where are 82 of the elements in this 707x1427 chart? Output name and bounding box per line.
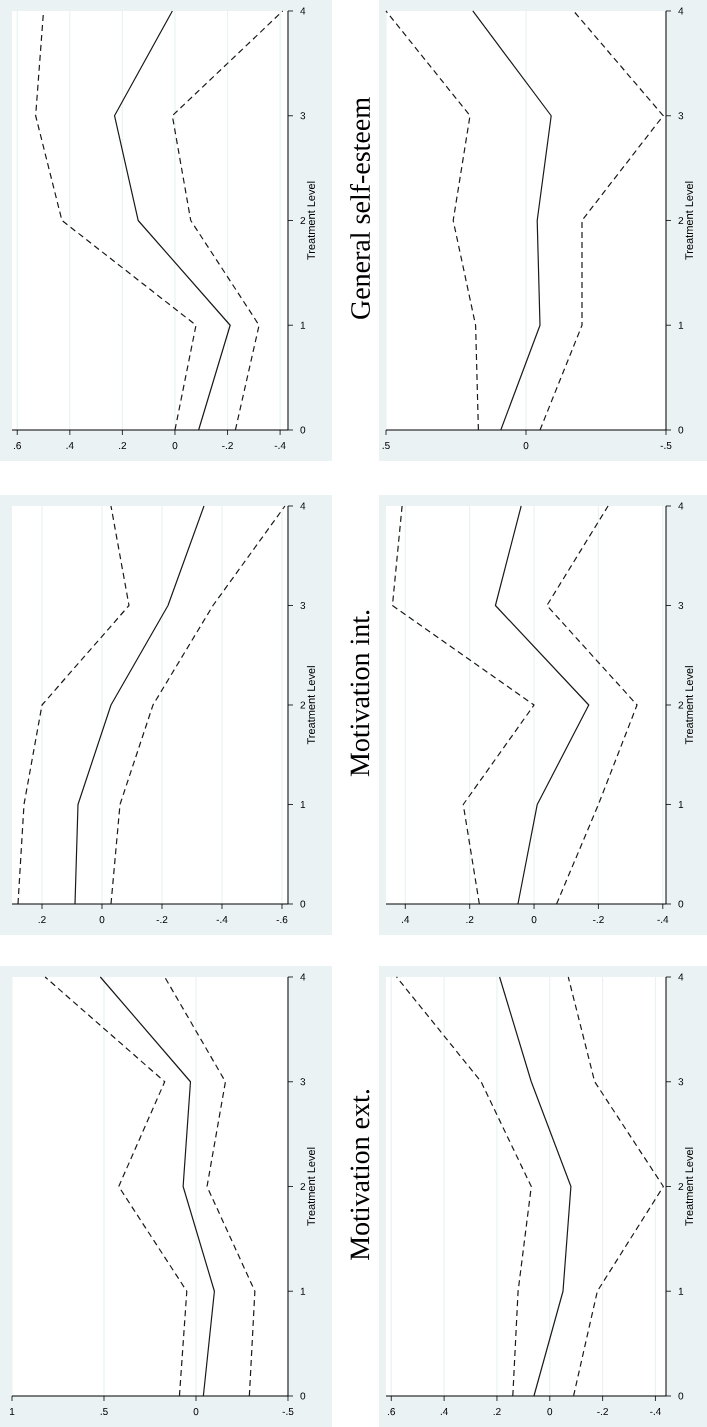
y-tick-label: 0	[678, 900, 684, 908]
x-tick-label: -.4	[274, 442, 286, 449]
y-tick-label: 4	[300, 502, 306, 510]
x-tick-label: .6	[388, 1408, 396, 1416]
y-tick-label: 2	[300, 216, 306, 224]
x-tick-label: .5	[100, 1408, 108, 1416]
line-series	[171, 10, 284, 431]
x-tick-label: 0	[99, 916, 105, 924]
x-tick-label: -.2	[156, 916, 168, 924]
y-tick-label: 0	[300, 900, 306, 908]
line-series	[74, 505, 205, 905]
x-tick-label: -.2	[222, 442, 233, 450]
y-tick-label: 3	[678, 1078, 684, 1086]
x-tick-label: 1	[9, 1408, 15, 1415]
y-tick-label: 2	[678, 701, 684, 709]
line-series	[472, 10, 552, 431]
line-series	[385, 10, 479, 431]
line-series	[17, 505, 130, 905]
x-tick-label: .5	[382, 442, 390, 450]
x-tick-label: .4	[66, 442, 74, 449]
text: General self-esteem	[349, 97, 370, 319]
y-tick-label: 2	[300, 701, 306, 709]
x-tick-label: -.5	[282, 1408, 294, 1416]
x-tick-label: 0	[193, 1408, 199, 1416]
y-tick-label: 3	[300, 1078, 306, 1086]
line-series	[99, 976, 215, 1397]
y-tick-label: 0	[300, 426, 306, 434]
line-series	[113, 10, 231, 431]
y-tick-label: 1	[678, 321, 684, 329]
x-tick-label: -.4	[657, 916, 669, 923]
x-tick-label: .2	[493, 1408, 501, 1416]
line-series	[494, 505, 590, 905]
y-tick-label: 1	[300, 801, 306, 808]
x-tick-label: 0	[531, 916, 537, 924]
y-tick-label: 1	[678, 801, 684, 808]
text: Motivation ext.	[350, 1090, 370, 1260]
y-axis-title: Treatment Level	[306, 181, 316, 260]
y-tick-label: 2	[300, 1182, 306, 1190]
y-tick-label: 4	[300, 7, 306, 15]
x-tick-label: .6	[13, 442, 21, 450]
line-series	[395, 976, 532, 1397]
y-tick-label: 4	[678, 502, 684, 510]
line-series	[164, 976, 256, 1397]
x-tick-label: .2	[466, 916, 474, 924]
y-tick-label: 1	[300, 321, 306, 329]
x-tick-label: -.5	[660, 442, 672, 450]
x-tick-label: 0	[523, 442, 529, 450]
y-tick-label: 0	[678, 1392, 684, 1400]
x-tick-label: .4	[440, 1408, 448, 1415]
line-series	[546, 505, 638, 905]
x-tick-label: .2	[38, 916, 46, 924]
line-series	[391, 505, 535, 905]
y-tick-label: 3	[300, 601, 306, 610]
line-series	[498, 976, 572, 1397]
x-tick-label: -.6	[276, 916, 288, 924]
y-tick-label: 0	[678, 426, 684, 434]
x-tick-label: .2	[119, 442, 127, 450]
y-tick-label: 3	[300, 112, 306, 120]
line-series	[44, 976, 188, 1397]
y-axis-title: Treatment Level	[306, 666, 316, 745]
y-axis-title: Treatment Level	[684, 1147, 694, 1226]
y-tick-label: 4	[678, 973, 684, 981]
y-axis-title: Treatment Level	[684, 666, 694, 745]
x-tick-label: -.2	[593, 916, 604, 924]
x-tick-label: 0	[547, 1408, 553, 1416]
text: Motivation int.	[350, 610, 370, 777]
x-tick-label: -.4	[216, 916, 228, 923]
y-tick-label: 3	[678, 601, 684, 610]
y-tick-label: 0	[300, 1392, 306, 1400]
y-axis-title: Treatment Level	[684, 181, 694, 260]
y-tick-label: 3	[678, 112, 684, 120]
x-tick-label: -.4	[650, 1408, 661, 1415]
y-tick-label: 2	[678, 216, 684, 224]
y-tick-label: 2	[678, 1182, 684, 1190]
y-tick-label: 4	[300, 973, 306, 981]
x-tick-label: .4	[402, 916, 410, 923]
y-axis-title: Treatment Level	[306, 1147, 316, 1226]
y-tick-label: 1	[678, 1287, 684, 1295]
x-tick-label: 0	[172, 442, 178, 450]
x-tick-label: -.2	[597, 1408, 608, 1416]
y-tick-label: 1	[300, 1287, 306, 1295]
y-tick-label: 4	[678, 7, 684, 15]
